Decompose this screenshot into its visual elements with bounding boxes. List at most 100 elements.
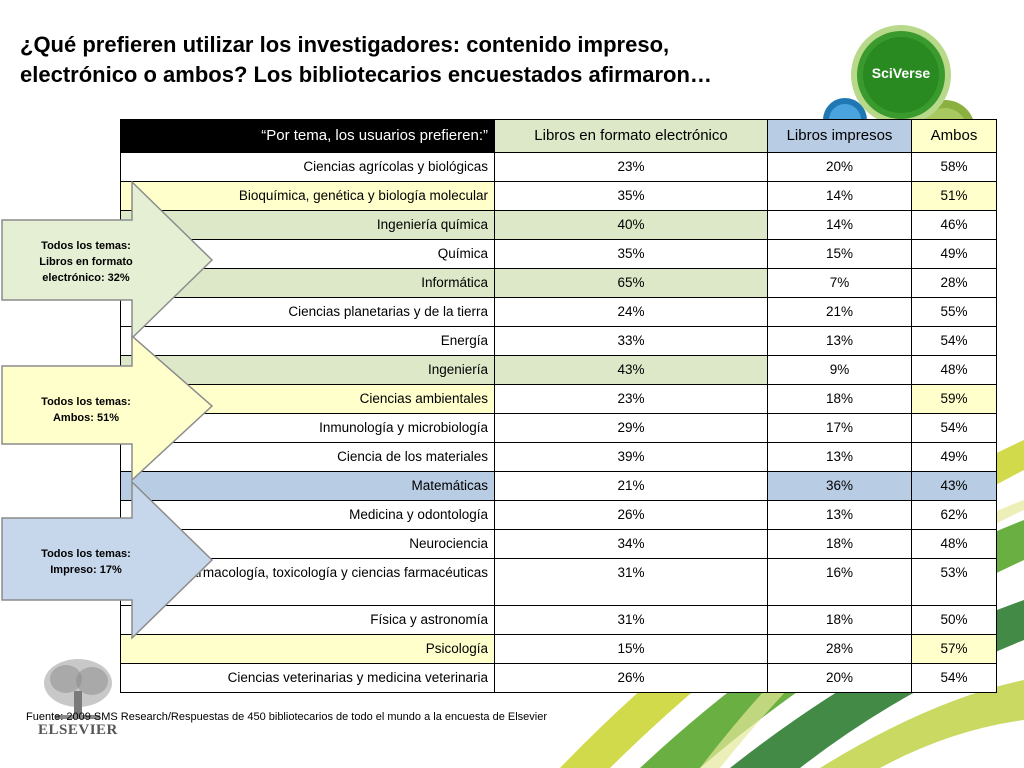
both-cell: 57% xyxy=(911,634,997,664)
both-cell: 49% xyxy=(911,239,997,269)
header-both: Ambos xyxy=(911,119,997,153)
table-row: Ciencias ambientales 23% 18% 59% xyxy=(120,384,997,414)
ebook-cell: 29% xyxy=(494,413,768,443)
sciverse-logo-text: SciVerse xyxy=(871,65,931,81)
table-row: Energía 33% 13% 54% xyxy=(120,326,997,356)
preferences-table: “Por tema, los usuarios prefieren:” Libr… xyxy=(120,119,997,693)
callout-arrow-shape xyxy=(1,180,214,340)
print-cell: 17% xyxy=(767,413,912,443)
table-row: Química 35% 15% 49% xyxy=(120,239,997,269)
both-cell: 54% xyxy=(911,413,997,443)
table-row: Matemáticas 21% 36% 43% xyxy=(120,471,997,501)
callout-print-line-1: Todos los temas: xyxy=(41,548,131,560)
print-cell: 36% xyxy=(767,471,912,501)
table-body: Ciencias agrícolas y biológicas 23% 20% 58%… xyxy=(120,152,997,693)
both-cell: 28% xyxy=(911,268,997,298)
callout-both-line-1: Todos los temas: xyxy=(41,396,131,408)
both-cell: 58% xyxy=(911,152,997,182)
both-cell: 55% xyxy=(911,297,997,327)
callout-ebook-line-3: electrónico: 32% xyxy=(42,272,130,284)
print-cell: 18% xyxy=(767,529,912,559)
both-cell: 50% xyxy=(911,605,997,635)
both-cell: 49% xyxy=(911,442,997,472)
print-cell: 20% xyxy=(767,663,912,693)
print-cell: 21% xyxy=(767,297,912,327)
ebook-cell: 31% xyxy=(494,605,768,635)
callout-arrow-shape xyxy=(1,334,214,482)
subject-cell: Ciencias planetarias y de la tierra xyxy=(120,297,495,327)
elsevier-tree-logo xyxy=(44,659,112,719)
print-cell: 14% xyxy=(767,210,912,240)
table-row: Ciencias veterinarias y medicina veterin… xyxy=(120,663,997,693)
table-row: Ingeniería química 40% 14% 46% xyxy=(120,210,997,240)
table-row: Neurociencia 34% 18% 48% xyxy=(120,529,997,559)
print-cell: 20% xyxy=(767,152,912,182)
print-cell: 7% xyxy=(767,268,912,298)
both-cell: 54% xyxy=(911,326,997,356)
title-line-2: electrónico o ambos? Los bibliotecarios … xyxy=(20,62,712,87)
callout-print-line-2: Impreso: 17% xyxy=(50,564,122,576)
both-cell: 48% xyxy=(911,529,997,559)
print-cell: 9% xyxy=(767,355,912,385)
callout-both-line-2: Ambos: 51% xyxy=(52,412,120,424)
both-cell: 51% xyxy=(911,181,997,211)
header-print: Libros impresos xyxy=(767,119,912,153)
both-cell: 43% xyxy=(911,471,997,501)
print-cell: 28% xyxy=(767,634,912,664)
table-row: Ciencias agrícolas y biológicas 23% 20% 58% xyxy=(120,152,997,182)
subject-cell: Psicología xyxy=(120,634,495,664)
title-line-1: ¿Qué prefieren utilizar los investigador… xyxy=(20,32,670,57)
callout-both-all-subjects: Todos los temas: Ambos: 51% xyxy=(0,334,215,489)
table-row: Ciencias planetarias y de la tierra 24% 21… xyxy=(120,297,997,327)
ebook-cell: 33% xyxy=(494,326,768,356)
page-title: ¿Qué prefieren utilizar los investigador… xyxy=(20,30,780,90)
both-cell: 46% xyxy=(911,210,997,240)
print-cell: 14% xyxy=(767,181,912,211)
callout-ebook-all-subjects: Todos los temas: Libros en formato elect… xyxy=(0,180,215,345)
print-cell: 13% xyxy=(767,442,912,472)
callout-ebook-line-2: Libros en formato xyxy=(39,256,133,268)
subject-cell: Bioquímica, genética y biología molecula… xyxy=(120,181,495,211)
table-row: Ingeniería 43% 9% 48% xyxy=(120,355,997,385)
ebook-cell: 40% xyxy=(494,210,768,240)
print-cell: 15% xyxy=(767,239,912,269)
elsevier-wordmark: ELSEVIER xyxy=(38,722,118,738)
callout-arrow-shape xyxy=(1,480,214,640)
subject-cell: Ciencias veterinarias y medicina veterin… xyxy=(120,663,495,693)
ebook-cell: 26% xyxy=(494,663,768,693)
ebook-cell: 65% xyxy=(494,268,768,298)
both-cell: 54% xyxy=(911,663,997,693)
source-note: Fuente: 2009 SMS Research/Respuestas de … xyxy=(26,711,547,723)
header-ebook: Libros en formato electrónico xyxy=(494,119,768,153)
ebook-cell: 39% xyxy=(494,442,768,472)
callout-ebook-line-1: Todos los temas: xyxy=(41,240,131,252)
ebook-cell: 26% xyxy=(494,500,768,530)
print-cell: 13% xyxy=(767,500,912,530)
print-cell: 13% xyxy=(767,326,912,356)
subject-cell: Energía xyxy=(120,326,495,356)
table-row: Física y astronomía 31% 18% 50% xyxy=(120,605,997,635)
table-row: Medicina y odontología 26% 13% 62% xyxy=(120,500,997,530)
print-cell: 16% xyxy=(767,558,912,606)
subject-cell: Ciencias agrícolas y biológicas xyxy=(120,152,495,182)
print-cell: 18% xyxy=(767,384,912,414)
table-header-row: “Por tema, los usuarios prefieren:” Libr… xyxy=(120,119,997,153)
subject-cell: Física y astronomía xyxy=(120,605,495,635)
table-row: Farmacología, toxicología y ciencias far… xyxy=(120,558,997,606)
ebook-cell: 31% xyxy=(494,558,768,606)
ebook-cell: 35% xyxy=(494,181,768,211)
both-cell: 53% xyxy=(911,558,997,606)
both-cell: 48% xyxy=(911,355,997,385)
print-cell: 18% xyxy=(767,605,912,635)
table-row: Inmunología y microbiología 29% 17% 54% xyxy=(120,413,997,443)
ebook-cell: 23% xyxy=(494,152,768,182)
table-row: Ciencia de los materiales 39% 13% 49% xyxy=(120,442,997,472)
table-row: Psicología 15% 28% 57% xyxy=(120,634,997,664)
callout-print-all-subjects: Todos los temas: Impreso: 17% xyxy=(0,480,215,645)
ebook-cell: 23% xyxy=(494,384,768,414)
ebook-cell: 43% xyxy=(494,355,768,385)
ebook-cell: 21% xyxy=(494,471,768,501)
ebook-cell: 34% xyxy=(494,529,768,559)
both-cell: 62% xyxy=(911,500,997,530)
table-row: Informática 65% 7% 28% xyxy=(120,268,997,298)
